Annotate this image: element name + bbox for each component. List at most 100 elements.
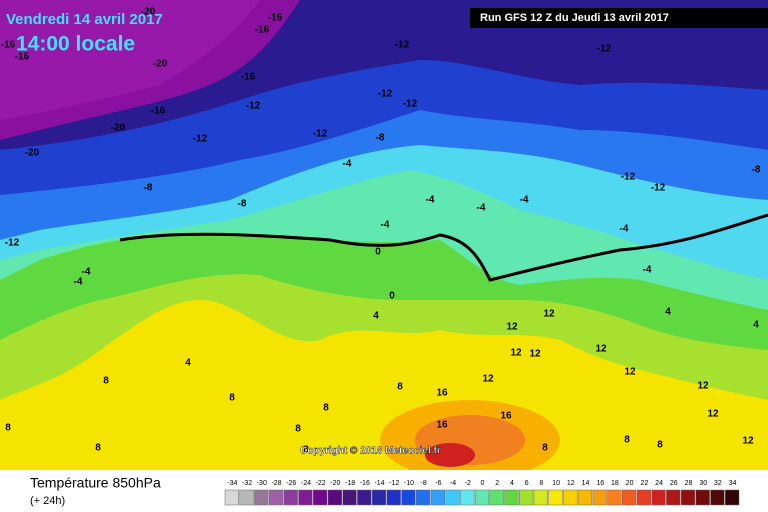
contour-label: -12 <box>378 89 393 100</box>
legend-swatch <box>239 489 254 506</box>
legend-swatch <box>386 489 401 506</box>
legend-label: -2 <box>465 480 471 487</box>
contour-label: 8 <box>323 403 329 414</box>
legend-label: -30 <box>257 480 267 487</box>
contour-label: -4 <box>82 267 91 278</box>
legend-swatch <box>357 489 372 506</box>
legend-swatch <box>533 489 548 506</box>
legend-swatch <box>445 489 460 506</box>
legend-label: 6 <box>525 480 529 487</box>
contour-label: 12 <box>707 409 719 420</box>
legend-swatch <box>430 489 445 506</box>
legend-swatch <box>371 489 387 506</box>
legend-label: -8 <box>421 480 427 487</box>
legend-swatch <box>592 489 607 506</box>
contour-label: 12 <box>529 349 541 360</box>
contour-label: 12 <box>742 436 754 447</box>
contour-label: -4 <box>426 195 435 206</box>
footer-lead: (+ 24h) <box>30 495 65 507</box>
legend-label: -14 <box>374 480 384 487</box>
legend-swatch <box>548 489 563 506</box>
legend-swatch <box>313 489 328 506</box>
valid-date: Vendredi 14 avril 2017 <box>6 11 163 28</box>
contour-label: 8 <box>103 376 109 387</box>
contour-label: 12 <box>510 348 522 359</box>
map-background <box>0 0 768 480</box>
contour-label: 4 <box>753 320 759 331</box>
contour-label: -8 <box>752 165 761 176</box>
contour-label: 4 <box>185 358 191 369</box>
contour-label: 12 <box>624 367 636 378</box>
contour-label: -16 <box>151 106 166 117</box>
legend-label: 18 <box>611 480 619 487</box>
contour-label: -16 <box>241 72 256 83</box>
contour-label: -12 <box>5 238 20 249</box>
legend-swatch <box>563 489 578 506</box>
legend-swatch <box>224 489 239 506</box>
legend-swatch <box>666 489 681 506</box>
contour-label: 0 <box>389 291 395 302</box>
legend-swatch <box>254 489 269 506</box>
legend-label: -6 <box>435 480 441 487</box>
contour-label: 8 <box>95 443 101 454</box>
legend-label: 2 <box>495 480 499 487</box>
contour-label: 0 <box>375 247 381 258</box>
legend-swatch <box>680 489 696 506</box>
contour-label: 16 <box>500 411 512 422</box>
legend-swatch <box>519 489 534 506</box>
legend-swatch <box>607 489 622 506</box>
legend-swatch <box>725 489 740 506</box>
contour-label: -12 <box>597 44 612 55</box>
run-box <box>470 8 768 28</box>
contour-label: -20 <box>25 148 40 159</box>
contour-label: 4 <box>373 311 379 322</box>
legend-swatch <box>504 489 519 506</box>
legend-label: -34 <box>227 480 237 487</box>
contour-label: 12 <box>543 309 555 320</box>
legend-label: 20 <box>626 480 634 487</box>
contour-label: -4 <box>74 277 83 288</box>
legend-label: 4 <box>510 480 514 487</box>
contour-label: -4 <box>343 159 352 170</box>
contour-label: -12 <box>651 183 666 194</box>
contour-label: 8 <box>229 393 235 404</box>
legend-swatch <box>710 489 725 506</box>
legend-swatch <box>401 489 416 506</box>
contour-label: -4 <box>643 265 652 276</box>
legend-label: -16 <box>360 480 370 487</box>
contour-label: -12 <box>403 99 418 110</box>
contour-label: 16 <box>436 420 448 431</box>
legend-label: -22 <box>316 480 326 487</box>
legend-swatch <box>636 489 651 506</box>
contour-label: 8 <box>303 445 309 456</box>
legend-label: -32 <box>242 480 252 487</box>
contour-label: 8 <box>542 443 548 454</box>
copyright: Copyright © 2016 Meteociel.fr <box>300 446 441 457</box>
contour-label: 12 <box>595 344 607 355</box>
run-info: Run GFS 12 Z du Jeudi 13 avril 2017 <box>480 12 669 24</box>
legend-swatch <box>416 489 431 506</box>
contour-label: -20 <box>153 59 168 70</box>
contour-label: -8 <box>376 133 385 144</box>
contour-label: 12 <box>506 322 518 333</box>
legend-label: 26 <box>670 480 678 487</box>
legend-label: 32 <box>714 480 722 487</box>
contour-label: -12 <box>395 40 410 51</box>
legend-label: -28 <box>271 480 281 487</box>
legend-swatch <box>695 489 710 506</box>
legend-label: -4 <box>450 480 456 487</box>
legend-swatch <box>651 489 666 506</box>
legend-label: 34 <box>729 480 737 487</box>
contour-label: -8 <box>238 199 247 210</box>
contour-label: 8 <box>624 435 630 446</box>
contour-label: -12 <box>621 172 636 183</box>
contour-label: 16 <box>436 388 448 399</box>
contour-label: 8 <box>5 423 11 434</box>
legend-label: -26 <box>286 480 296 487</box>
legend-label: -10 <box>404 480 414 487</box>
legend-swatch <box>474 489 490 506</box>
legend-swatch <box>489 489 504 506</box>
legend-label: 28 <box>685 480 693 487</box>
legend-label: -24 <box>301 480 311 487</box>
